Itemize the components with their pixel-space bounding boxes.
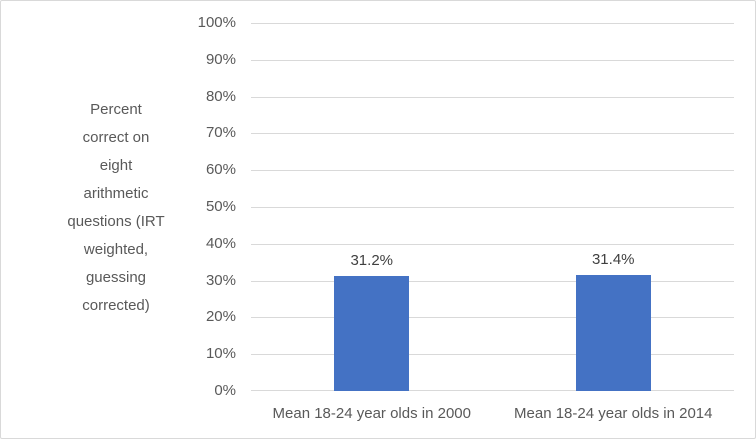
y-tick-label: 40% [205,234,236,252]
y-tick-label: 90% [205,50,236,68]
y-tick-label: 60% [205,161,236,179]
y-tick-label: 70% [205,124,236,142]
gridline-10% [251,354,734,356]
bar-data-label: 31.2% [350,252,394,270]
gridline-70% [251,133,734,135]
y-axis-title-line: eight [99,157,133,174]
bar-2 [575,275,651,391]
y-tick-label: 100% [197,14,236,31]
y-axis-title: Percent correct on eight arithmetic question… [26,96,206,320]
y-tick-label: 0% [214,382,236,399]
plot-area: 31.2% 31.4% [251,23,734,391]
y-axis-title-line: questions (IRT [67,213,165,230]
gridline-80% [251,96,734,98]
x-axis-category-label: Mean 18-24 year olds in 2014 [514,405,713,422]
y-axis-title-line: weighted, [83,241,149,258]
y-axis-title-line: corrected) [82,297,150,314]
gridline-0% [251,390,734,391]
gridline-100% [251,23,734,24]
y-tick-label: 80% [205,87,236,105]
y-tick-label: 50% [205,198,236,215]
y-axis-title-line: arithmetic [83,185,149,202]
bar-data-label: 31.4% [591,251,635,269]
x-axis-category-labels: Mean 18-24 year olds in 2000 Mean 18-24 y… [251,404,734,426]
y-tick-label: 10% [205,345,236,363]
y-axis-title-line: guessing [85,269,147,286]
y-tick-label: 30% [205,271,236,289]
x-axis-category-label: Mean 18-24 year olds in 2000 [272,405,471,422]
bar-1 [334,276,410,391]
y-axis-tick-labels: 0% 10% 20% 30% 40% 50% 60% 70% 80% 90% 100% [1,14,236,399]
gridline-40% [251,243,734,245]
gridline-20% [251,317,734,319]
gridline-50% [251,207,734,208]
y-axis-title-line: Percent [90,101,142,118]
gridline-90% [251,59,734,61]
gridline-30% [251,280,734,282]
gridline-60% [251,170,734,172]
y-tick-label: 20% [205,308,236,326]
y-axis-title-line: correct on [82,129,150,146]
